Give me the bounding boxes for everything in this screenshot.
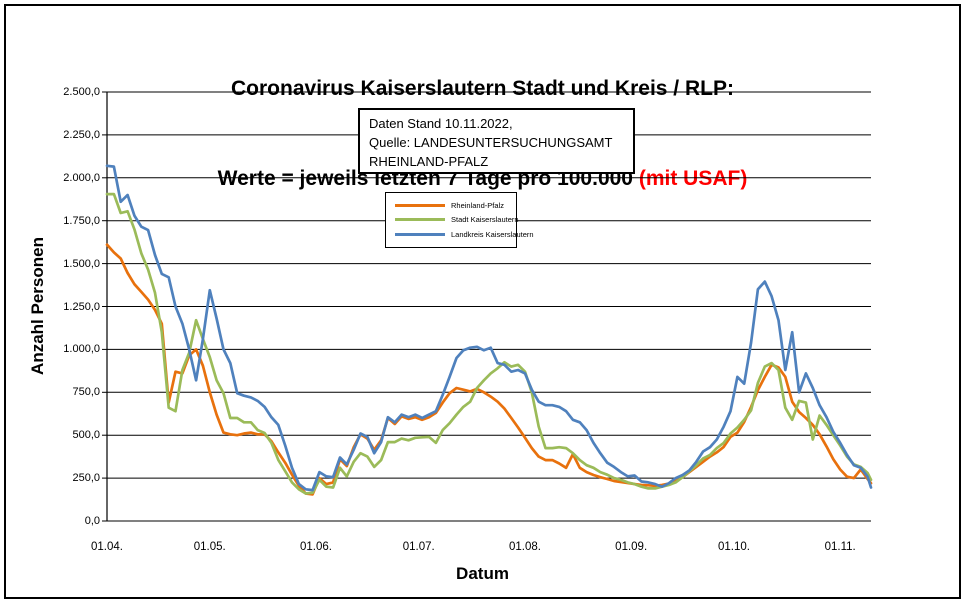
x-tick-label: 01.05. [193,541,226,553]
x-axis-title: Datum [456,564,509,583]
legend-label: Landkreis Kaiserslautern [451,230,534,240]
y-tick-label: 250,0 [72,472,100,485]
legend-line-swatch [395,218,445,222]
x-tick-label: 01.09. [615,541,648,553]
legend-label: Stadt Kaiserslautern [451,215,519,225]
y-tick-label: 2.000,0 [63,171,100,184]
legend-line-swatch [395,233,445,237]
y-tick-label: 2.250,0 [63,128,100,141]
y-tick-label: 0,0 [84,515,100,527]
info-box-line3: RHEINLAND-PFALZ [369,154,489,169]
y-tick-label: 500,0 [72,429,100,442]
x-tick-label: 01.04. [91,541,123,553]
series-line-stadt-kaiserslautern [105,192,873,495]
info-box-line1: Daten Stand 10.11.2022, [369,116,513,131]
y-tick-label: 1.750,0 [63,214,100,227]
legend: Rheinland-Pfalz Stadt Kaiserslautern Landk… [385,192,534,248]
info-box: Daten Stand 10.11.2022, Quelle: LANDESUN… [358,108,635,174]
x-tick-label: 01.06. [299,541,332,553]
x-tick-label: 01.07. [402,541,435,553]
y-tick-label: 750,0 [72,386,100,399]
series-line-rheinland-pfalz [105,243,873,496]
y-tick-label: 1.250,0 [63,300,100,313]
chart-title-line2-red: (mit USAF) [638,167,748,190]
legend-line-swatch [395,203,445,207]
x-tick-label: 01.08. [508,541,541,553]
x-tick-label: 01.11. [824,541,856,553]
y-axis-title: Anzahl Personen [28,237,47,375]
series-line-landkreis-kaiserslautern [105,164,873,492]
chart-border [4,4,961,599]
y-tick-label: 1.500,0 [63,257,100,270]
x-tick-label: 01.10. [717,541,750,553]
y-tick-label: 2.500,0 [63,86,100,98]
info-box-line2: Quelle: LANDESUNTERSUCHUNGSAMT [369,135,613,150]
legend-label: Rheinland-Pfalz [451,200,504,210]
legend-entry: Landkreis Kaiserslautern [386,230,534,239]
chart-title-line1: Coronavirus Kaiserslautern Stadt und Kre… [231,77,734,100]
legend-entry: Stadt Kaiserslautern [386,215,519,225]
y-tick-label: 1.000,0 [63,343,100,356]
legend-entry: Rheinland-Pfalz [386,201,516,210]
